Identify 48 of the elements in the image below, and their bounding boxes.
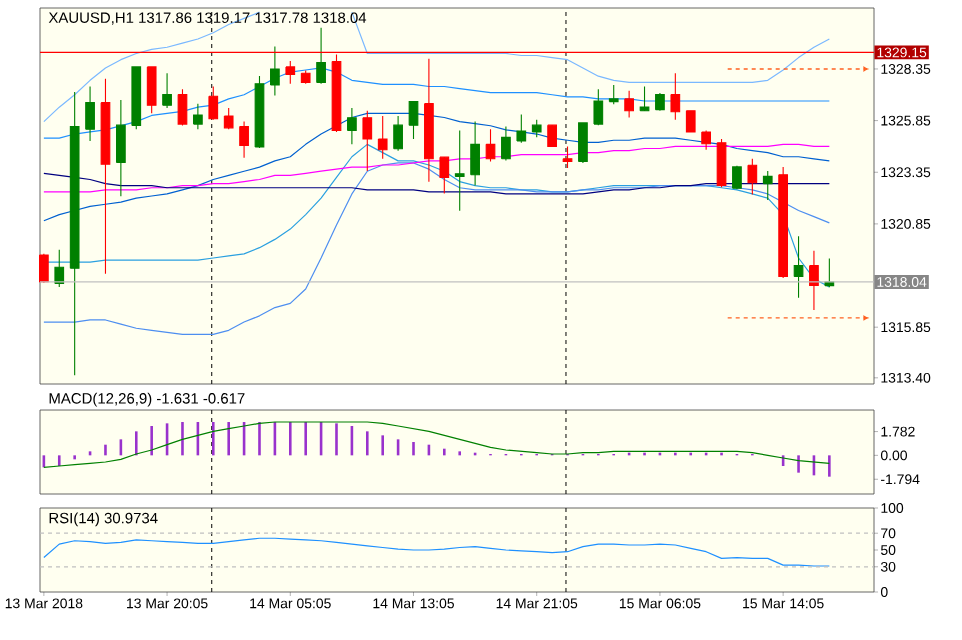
candlestick	[809, 250, 819, 311]
candlestick	[655, 92, 665, 112]
candlestick	[316, 27, 326, 85]
candlestick	[162, 72, 172, 109]
candlestick	[747, 158, 758, 196]
candlestick	[393, 115, 403, 152]
candlestick	[562, 145, 573, 169]
candlestick	[485, 128, 496, 163]
candlestick	[377, 115, 388, 160]
candlestick	[531, 119, 542, 138]
candlestick	[516, 113, 527, 144]
candlestick	[347, 107, 357, 145]
candlestick	[670, 72, 681, 121]
candlestick	[547, 124, 557, 147]
candlestick	[778, 166, 789, 279]
candlestick	[593, 88, 604, 126]
candlestick	[146, 66, 157, 114]
candlestick	[208, 85, 219, 121]
candlestick	[793, 235, 804, 299]
candlestick	[285, 60, 296, 85]
candlestick	[501, 126, 511, 162]
candlestick	[578, 122, 588, 164]
candlestick	[732, 165, 742, 190]
candlestick	[701, 129, 711, 151]
candlestick	[239, 120, 249, 159]
candlestick	[69, 91, 80, 376]
candlestick	[624, 90, 634, 119]
candlestick	[223, 107, 234, 130]
candlestick	[639, 85, 650, 112]
candlestick	[116, 99, 126, 197]
candlestick	[408, 101, 419, 140]
candlestick	[300, 70, 311, 85]
candlestick	[131, 66, 142, 130]
candlestick	[85, 85, 95, 142]
candlestick	[270, 45, 280, 97]
candlestick	[39, 253, 49, 284]
candlestick	[762, 170, 773, 201]
candlestick	[177, 88, 188, 127]
line-series	[43, 537, 830, 567]
candlestick	[100, 78, 111, 275]
candlestick	[193, 103, 203, 130]
candlestick	[424, 58, 434, 183]
candlestick	[362, 110, 373, 172]
candlestick	[608, 84, 619, 105]
candlestick	[439, 156, 450, 195]
candlestick	[470, 120, 480, 187]
candlestick	[685, 110, 696, 133]
candlestick	[454, 129, 465, 212]
